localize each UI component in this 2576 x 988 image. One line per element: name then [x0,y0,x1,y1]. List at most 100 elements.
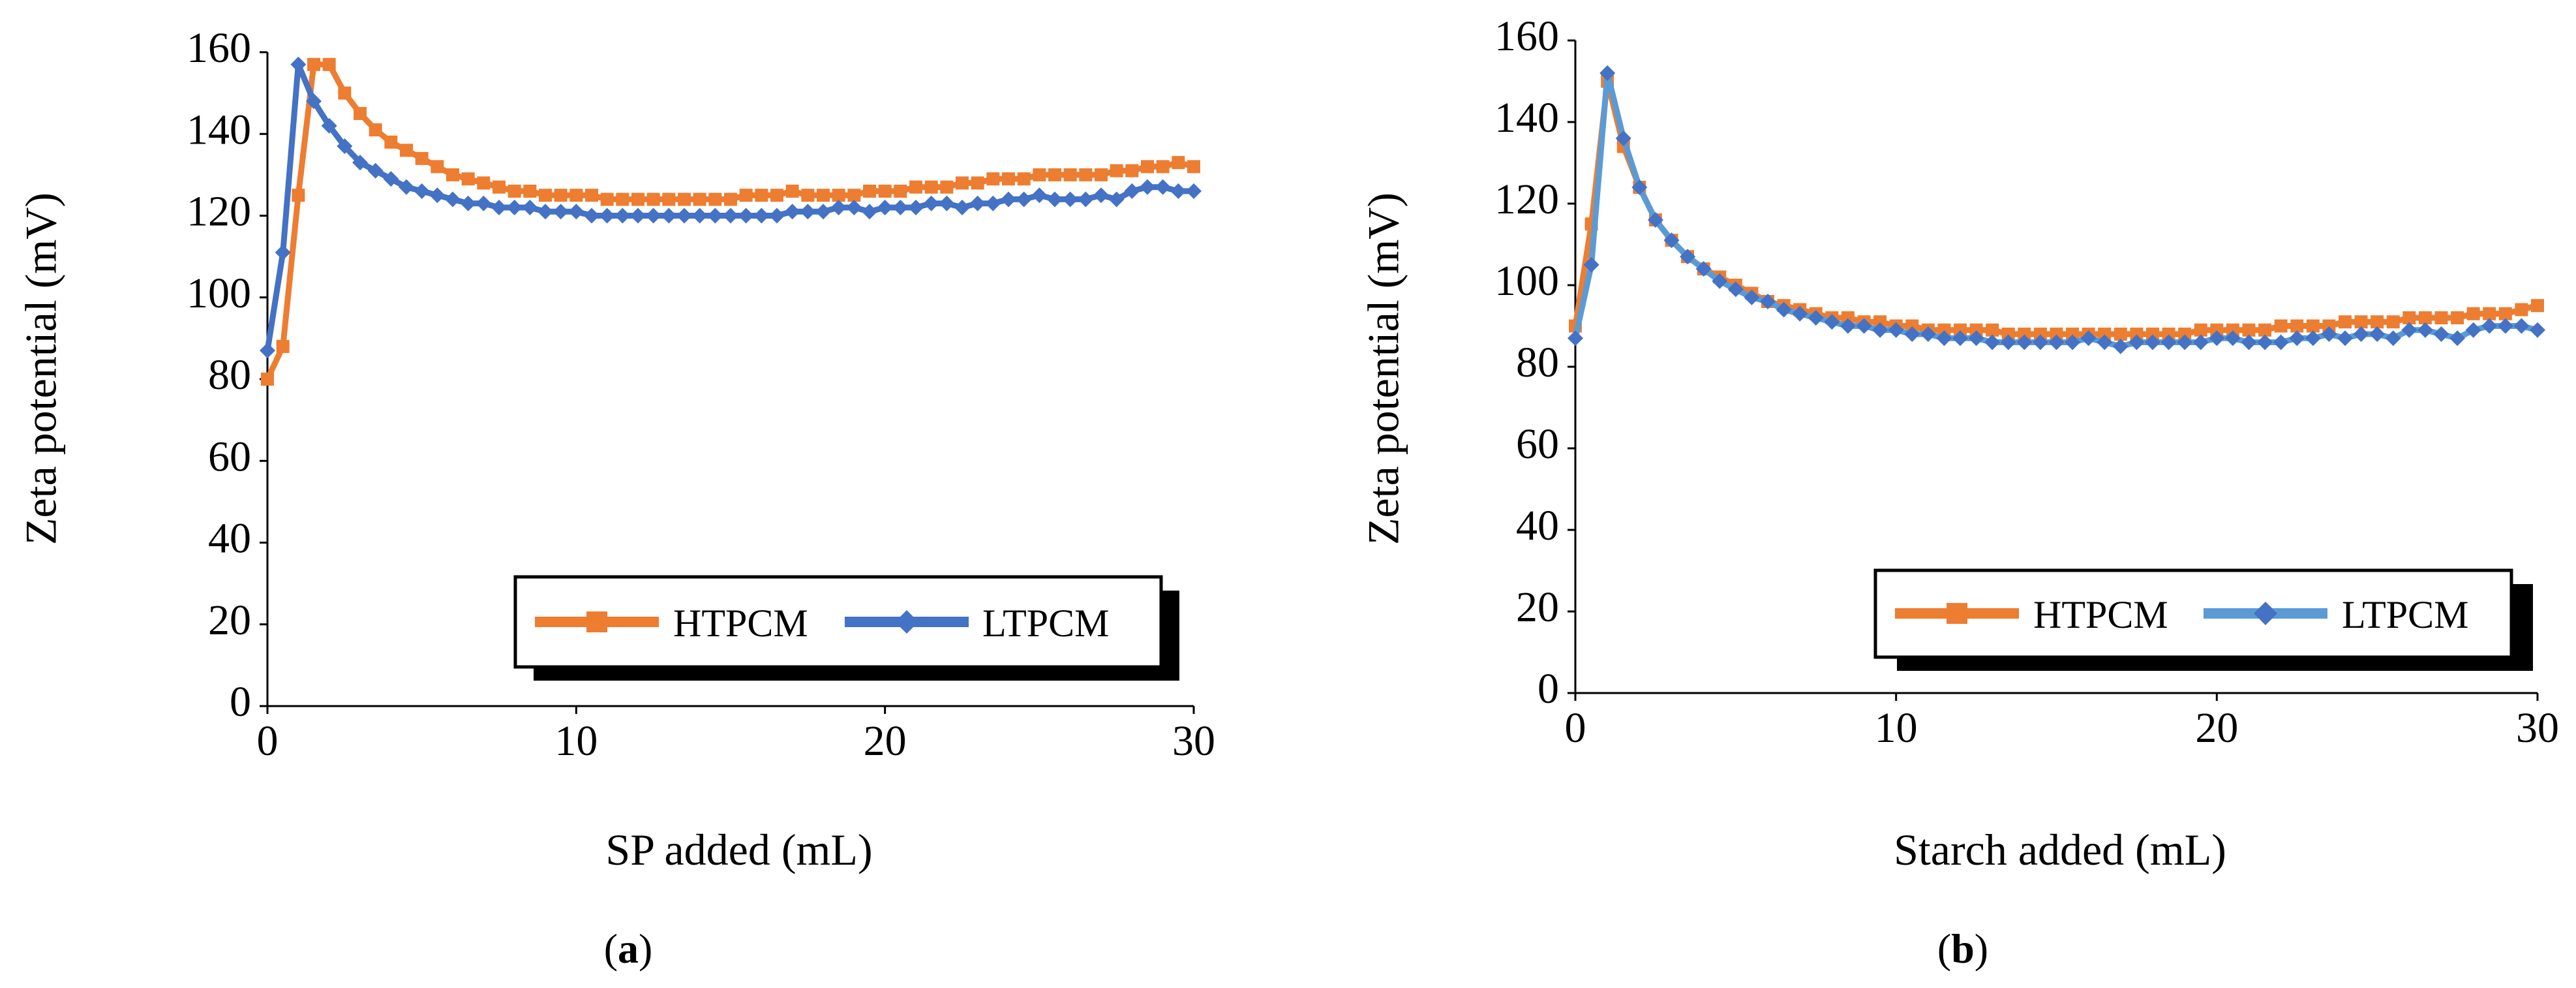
panel-b-point-ltpcm [1872,322,1888,338]
panel-a-point-htpcm [1017,172,1031,186]
panel-a-point-ltpcm [1001,191,1016,208]
panel-a-point-htpcm [492,180,506,194]
panel-b-x-tick-label: 0 [1565,704,1586,752]
panel-a-point-htpcm [832,189,845,202]
panel-b-point-ltpcm [1647,212,1663,228]
panel-b-point-ltpcm [2016,334,2033,350]
panel-a-y-tick-label: 0 [230,678,251,726]
panel-b-caption: (b) [1937,925,1988,972]
panel-b-ticks: 0 20 40 60 80 100 120 140 160 0 10 20 30 [1494,12,2559,752]
panel-a-y-tick-label: 40 [208,515,251,563]
panel-a-x-tick-label: 10 [554,717,598,765]
panel-a-point-ltpcm [367,162,384,179]
panel-a-point-ltpcm [1155,179,1171,195]
panel-b-point-ltpcm [2048,334,2065,350]
panel-a-point-htpcm [739,189,753,202]
panel-b-point-ltpcm [2465,322,2481,338]
panel-a-point-ltpcm [846,199,862,215]
panel-a-point-htpcm [755,189,768,202]
panel-b-point-ltpcm [2097,334,2113,350]
panel-b-point-htpcm [1969,323,1983,337]
panel-b-point-htpcm [2242,323,2256,337]
panel-a-legend-label-ltpcm: LTPCM [982,602,1110,645]
panel-a-point-htpcm [1187,160,1200,174]
panel-b-point-ltpcm [2192,334,2209,350]
panel-b-legend-label-ltpcm: LTPCM [2342,593,2469,636]
panel-b-point-ltpcm [2497,318,2513,334]
panel-a-point-htpcm [400,144,413,157]
panel-a-point-ltpcm [939,195,955,211]
panel-a-y-tick-label: 80 [208,351,251,399]
panel-b-point-ltpcm [1727,281,1744,298]
panel-a-point-ltpcm [830,199,847,215]
panel-b-y-tick-label: 160 [1494,12,1559,60]
panel-b-point-htpcm [2306,319,2320,333]
panel-a-legend: HTPCM LTPCM [513,575,1179,681]
panel-b-point-ltpcm [1695,261,1712,277]
panel-b-point-htpcm [2402,311,2416,324]
panel-b-point-htpcm [1905,319,1919,333]
panel-a-point-htpcm [1095,168,1108,181]
panel-a-point-ltpcm [506,199,523,215]
panel-b-point-htpcm [2018,328,2031,341]
panel-b-point-ltpcm [2000,334,2016,350]
panel-a-point-ltpcm [1016,191,1032,208]
panel-b-point-ltpcm [1792,305,1808,322]
panel-a-point-ltpcm [1140,179,1155,195]
panel-b-point-htpcm [2371,315,2384,329]
panel-b-x-tick-label: 10 [1875,704,1918,752]
panel-a-point-htpcm [662,193,676,206]
panel-a-point-htpcm [986,172,1000,186]
panel-a-point-htpcm [1048,168,1061,181]
panel-a-point-htpcm [261,373,274,386]
panel-a-point-ltpcm [877,199,893,215]
panel-b-point-ltpcm [2257,334,2273,350]
panel-b-point-htpcm [2290,319,2304,333]
panel-a-point-ltpcm [969,195,986,211]
panel-b-y-tick-label: 100 [1494,257,1559,305]
panel-a-point-htpcm [801,189,815,202]
panel-a-point-ltpcm [260,343,275,359]
panel-b-point-ltpcm [2433,326,2449,342]
panel-b-y-axis-title-group: Zeta potential (mV) [1359,193,1408,545]
panel-a-point-htpcm [307,57,320,71]
panel-a-point-htpcm [646,193,660,206]
panel-b-point-ltpcm [1568,330,1583,347]
panel-b-point-htpcm [2098,328,2112,341]
panel-a-point-htpcm [1110,164,1123,178]
panel-a-point-htpcm [569,189,583,202]
panel-b-point-ltpcm [1920,326,1936,342]
panel-b-chart: Zeta potential (mV) Starch added (mL) 0 2… [1359,12,2559,972]
panel-a-point-htpcm [523,184,537,198]
panel-b-x-tick-label: 30 [2516,704,2559,752]
panel-a-point-htpcm [369,123,382,136]
panel-b-point-ltpcm [2273,334,2289,350]
panel-a-point-ltpcm [306,93,322,110]
panel-a-point-htpcm [292,189,305,202]
panel-a-point-ltpcm [275,244,291,260]
panel-b-x-axis-title: Starch added (mL) [1894,825,2226,874]
panel-b-y-tick-label: 120 [1494,176,1559,223]
panel-a-point-htpcm [631,193,644,206]
panel-a-legend-marker-htpcm [586,611,607,632]
panel-a-point-ltpcm [429,187,446,204]
panel-a-y-tick-label: 100 [187,270,251,317]
panel-a-point-ltpcm [691,208,708,224]
panel-a-point-htpcm [847,189,861,202]
panel-b-point-ltpcm [2177,334,2193,350]
panel-b-point-ltpcm [2305,330,2321,347]
panel-a-point-ltpcm [614,208,631,224]
panel-b-point-htpcm [2001,328,2015,341]
panel-a-point-htpcm [539,189,552,202]
panel-b-point-htpcm [2354,315,2368,329]
panel-a-point-ltpcm [923,195,939,211]
panel-a-point-htpcm [431,160,444,174]
panel-b-point-ltpcm [1760,294,1776,309]
panel-a-point-htpcm [894,184,907,198]
panel-a-point-htpcm [956,176,969,190]
panel-b-point-ltpcm [2337,330,2353,347]
panel-a-point-htpcm [384,135,398,149]
panel-b-point-htpcm [2162,328,2175,341]
panel-b-point-ltpcm [2112,338,2129,354]
panel-b-point-htpcm [1954,323,1967,337]
